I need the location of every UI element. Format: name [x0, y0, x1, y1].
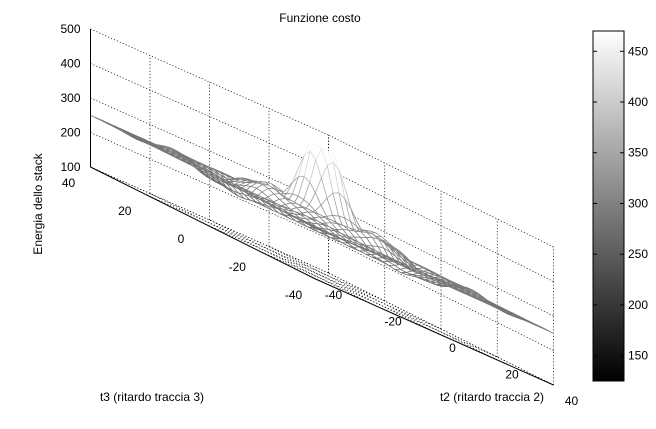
axis-line	[328, 203, 554, 317]
colorbar-tick-label: 200	[628, 298, 648, 312]
y-tick-label: 0	[178, 232, 185, 246]
x-axis-label: t2 (ritardo traccia 2)	[440, 390, 544, 404]
x-tick-label: 40	[565, 394, 579, 408]
axis-line	[315, 278, 554, 386]
z-tick-label: 500	[60, 22, 80, 36]
tick-labels: -40 -20 0 20 40 -40 -20 0 20 40 100 200 300 400 500	[60, 22, 578, 408]
z-tick-label: 400	[60, 57, 80, 71]
y-axis-label: t3 (ritardo traccia 3)	[100, 390, 204, 404]
colorbar-ticks: 150 200 250 300 350 400 450	[593, 44, 648, 363]
colorbar-tick-label: 150	[628, 349, 648, 363]
colorbar-gradient	[592, 30, 625, 382]
y-tick-label: -40	[285, 288, 303, 302]
z-axis-label: Energia dello stack	[31, 152, 45, 254]
colorbar-tick-label: 250	[628, 247, 648, 261]
z-tick-label: 100	[60, 160, 80, 174]
axis-line	[328, 238, 554, 351]
x-tick-label: -20	[384, 315, 402, 329]
axes-frame	[90, 28, 554, 386]
axis-line	[259, 250, 498, 358]
axis-line	[328, 272, 554, 386]
surface-cell	[309, 224, 322, 231]
axis-line	[90, 166, 316, 280]
colorbar-tick-label: 400	[628, 95, 648, 109]
colorbar-tick-label: 450	[628, 44, 648, 58]
y-tick-label: 20	[118, 204, 132, 218]
z-tick-label: 200	[60, 126, 80, 140]
colorbar-tick-label: 300	[628, 196, 648, 210]
colorbar: 150 200 250 300 350 400 450	[592, 30, 648, 382]
axis-line	[209, 219, 435, 333]
x-tick-label: -40	[325, 288, 343, 302]
x-tick-label: 20	[505, 368, 519, 382]
colorbar-tick-label: 350	[628, 146, 648, 160]
z-tick-label: 300	[60, 91, 80, 105]
y-tick-label: -20	[229, 260, 247, 274]
surface-mesh	[90, 114, 554, 334]
y-tick-label: 40	[62, 176, 76, 190]
chart-title: Funzione costo	[279, 11, 361, 25]
x-tick-label: 0	[449, 341, 456, 355]
